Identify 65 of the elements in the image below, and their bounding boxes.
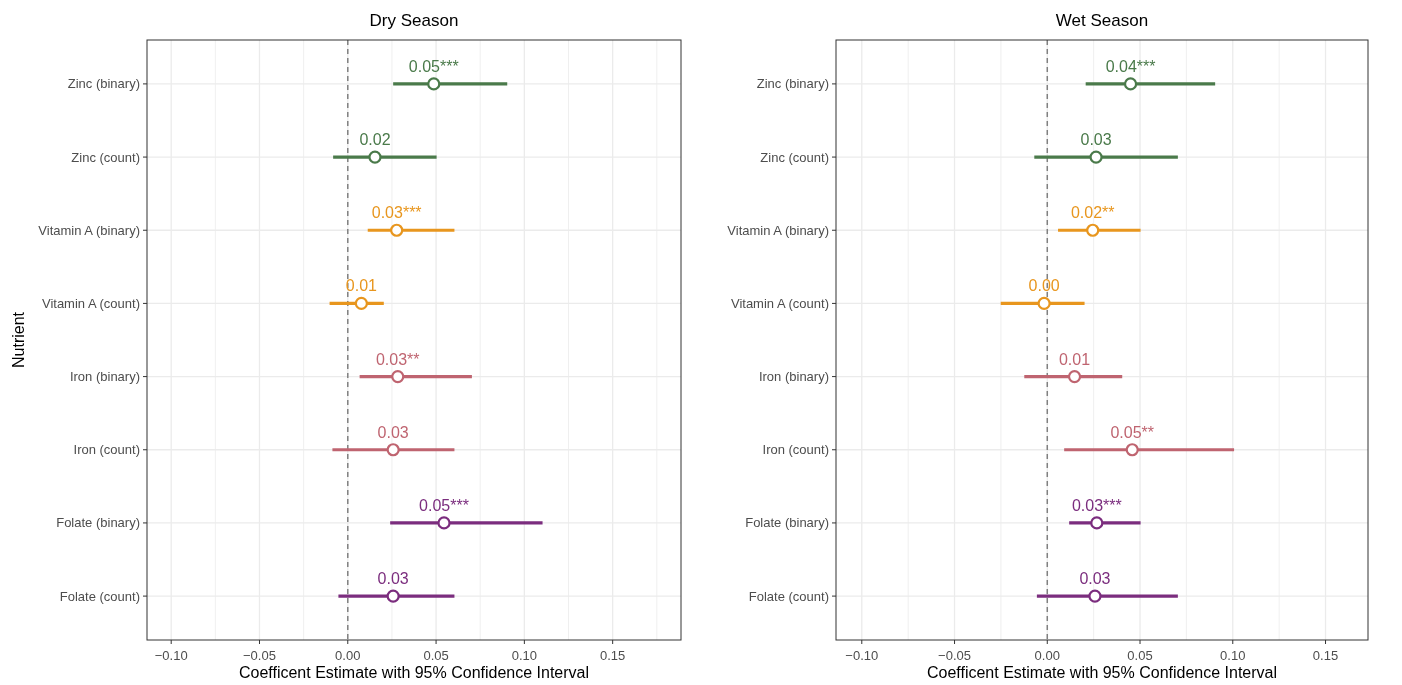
point	[386, 443, 400, 457]
data-label: 0.01	[345, 277, 378, 295]
x-tick-label: 0.05	[423, 648, 449, 663]
x-axis-title: Coefficent Estimate with 95% Confidence Interval	[238, 664, 590, 681]
y-tick-label: Folate (binary)	[745, 515, 829, 531]
point	[1088, 589, 1102, 603]
y-tick-label: Vitamin A (count)	[41, 295, 140, 311]
x-tick-label: −0.10	[154, 648, 188, 663]
data-label: 0.05***	[419, 496, 469, 514]
y-tick-label: Iron (count)	[762, 442, 829, 458]
x-tick-label: −0.05	[243, 648, 276, 663]
y-tick-label: Folate (count)	[748, 588, 829, 604]
chart-title: Wet Season	[1055, 11, 1149, 30]
y-tick-label: Zinc (count)	[71, 149, 140, 165]
point	[1090, 516, 1104, 530]
x-tick-label: 0.00	[1034, 648, 1060, 663]
data-label: 0.03	[377, 570, 409, 588]
y-tick-label: Vitamin A (binary)	[38, 222, 140, 238]
point	[391, 369, 405, 384]
point	[386, 589, 400, 603]
y-tick-label: Vitamin A (count)	[730, 295, 829, 311]
x-tick-label: 0.15	[600, 648, 626, 663]
y-tick-label: Folate (binary)	[56, 515, 140, 531]
data-label: 0.03	[1079, 570, 1111, 588]
data-label: 0.03**	[375, 350, 420, 368]
point	[1089, 150, 1103, 164]
y-tick-label: Folate (count)	[59, 588, 140, 604]
point	[1086, 223, 1100, 237]
y-tick-label: Zinc (binary)	[756, 76, 829, 92]
point	[390, 223, 404, 237]
data-label: 0.02	[359, 131, 391, 149]
y-tick-label: Iron (binary)	[69, 369, 140, 385]
data-label: 0.04***	[1105, 57, 1156, 75]
data-label: 0.03***	[371, 204, 422, 222]
point	[1125, 443, 1139, 457]
point	[1123, 77, 1138, 91]
y-tick-label: Vitamin A (binary)	[727, 222, 829, 238]
x-tick-label: 0.00	[335, 648, 361, 663]
data-label: 0.05***	[408, 57, 459, 75]
point	[1067, 369, 1082, 384]
x-tick-label: −0.05	[938, 648, 971, 663]
point	[354, 296, 368, 311]
data-label: 0.03***	[1071, 496, 1122, 514]
point	[437, 516, 451, 530]
y-tick-label: Zinc (binary)	[67, 76, 140, 92]
y-axis-title: Nutrient	[10, 311, 27, 369]
x-tick-label: 0.05	[1127, 648, 1153, 663]
data-label: 0.03	[1080, 131, 1112, 149]
data-label: 0.02**	[1070, 204, 1115, 222]
data-label: 0.05**	[1110, 423, 1155, 441]
y-tick-label: Iron (binary)	[758, 369, 829, 385]
chart-title: Dry Season	[369, 11, 459, 30]
data-label: 0.01	[1058, 350, 1091, 368]
point	[1037, 296, 1051, 311]
point	[427, 77, 441, 91]
x-axis-title: Coefficent Estimate with 95% Confidence Interval	[926, 664, 1278, 681]
x-tick-label: 0.15	[1312, 648, 1339, 663]
x-tick-label: −0.10	[845, 648, 879, 663]
data-label: 0.03	[377, 423, 409, 441]
point	[368, 150, 382, 164]
data-label: 0.00	[1028, 277, 1060, 295]
x-tick-label: 0.10	[1220, 648, 1246, 663]
y-tick-label: Zinc (count)	[760, 149, 829, 165]
x-tick-label: 0.10	[511, 648, 538, 663]
y-tick-label: Iron (count)	[73, 442, 140, 458]
